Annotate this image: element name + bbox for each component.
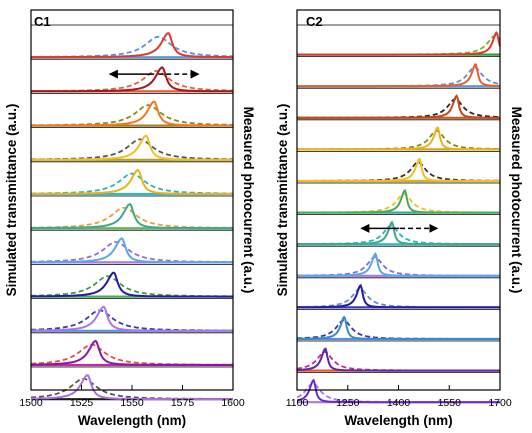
measured-trace	[297, 158, 500, 182]
simulated-trace	[31, 35, 233, 58]
x-axis-label: Wavelength (nm)	[78, 413, 186, 428]
y-axis-label: Simulated transmittance (a.u.)	[4, 104, 19, 297]
simulated-trace	[31, 343, 233, 366]
simulated-trace	[31, 275, 233, 298]
right-axis-label: Measured photocurrent (a.u.)	[509, 107, 524, 294]
measured-trace	[31, 32, 233, 59]
simulated-trace	[31, 138, 233, 161]
measured-trace	[296, 378, 500, 404]
simulated-trace	[297, 256, 500, 277]
spectrum-row	[31, 366, 233, 401]
spectrum-row	[296, 308, 500, 341]
measured-trace	[297, 347, 500, 372]
measured-trace	[30, 271, 233, 298]
spectrum-row	[297, 214, 500, 246]
measured-trace	[31, 203, 234, 230]
spectrum-row	[30, 263, 233, 298]
spectrum-row	[31, 298, 233, 332]
spectrum-row	[30, 161, 233, 196]
spectrum-row	[297, 87, 500, 119]
measured-trace	[31, 66, 233, 93]
measured-trace	[31, 134, 233, 161]
spectrum-row	[31, 127, 233, 161]
measured-trace	[297, 94, 500, 119]
measured-trace	[31, 237, 233, 264]
spectrum-row	[31, 332, 233, 367]
chart-panel-c2: C2 1100 1250 1400 1550 1700 Wavelength (nm) Sim…	[275, 9, 524, 428]
spectrum-row	[296, 372, 500, 404]
measured-trace	[31, 100, 233, 127]
spectrum-row	[31, 58, 233, 93]
spectrum-row	[31, 195, 234, 230]
panel-label: C2	[306, 14, 323, 29]
spectrum-row	[297, 119, 500, 151]
x-tick-label: 1550	[120, 397, 144, 409]
simulated-trace	[297, 287, 500, 309]
simulated-trace	[297, 129, 500, 151]
x-tick-label: 1400	[387, 397, 411, 409]
measured-trace	[30, 169, 233, 195]
x-tick-label: 1550	[438, 397, 462, 409]
measured-trace	[297, 63, 501, 88]
y-axis-label: Simulated transmittance (a.u.)	[275, 104, 290, 297]
measured-trace	[31, 374, 233, 401]
measured-trace	[297, 188, 500, 214]
simulated-trace	[297, 98, 500, 119]
spectrum-row	[31, 24, 233, 59]
spectrum-row	[297, 182, 500, 214]
x-tick-label: 1525	[70, 397, 94, 409]
x-tick-label: 1250	[336, 397, 360, 409]
x-tick-label: 1600	[221, 397, 245, 409]
spectrum-row	[31, 229, 233, 264]
measured-trace	[297, 315, 500, 340]
x-tick-label: 1575	[171, 397, 195, 409]
measured-trace	[297, 126, 500, 151]
measured-trace	[297, 220, 500, 246]
x-tick-label: 1100	[286, 397, 309, 409]
spectrum-row	[297, 24, 501, 56]
simulated-trace	[297, 161, 501, 182]
spectrum-row	[297, 245, 500, 277]
x-axis-label: Wavelength (nm)	[344, 413, 452, 428]
simulated-trace	[297, 35, 501, 56]
measured-trace	[31, 339, 233, 366]
measured-trace	[31, 305, 233, 332]
spectrum-row	[31, 93, 233, 127]
panel-label: C1	[34, 14, 51, 29]
measured-trace	[297, 283, 500, 309]
right-axis-label: Measured photocurrent (a.u.)	[241, 107, 256, 294]
spectrum-row	[297, 56, 501, 88]
measured-trace	[297, 252, 500, 277]
x-tick-label: 1500	[19, 397, 43, 409]
chart-panel-c1: C1 1500 1525 1550 1575 1600 Wavelength (nm) Sim…	[4, 9, 256, 428]
x-tick-label: 1700	[488, 397, 512, 409]
measured-trace	[297, 31, 501, 56]
spectrum-row	[297, 150, 501, 183]
simulated-trace	[31, 309, 233, 332]
spectrum-row	[296, 340, 500, 372]
spectrum-row	[297, 277, 500, 309]
simulated-trace	[296, 319, 500, 340]
